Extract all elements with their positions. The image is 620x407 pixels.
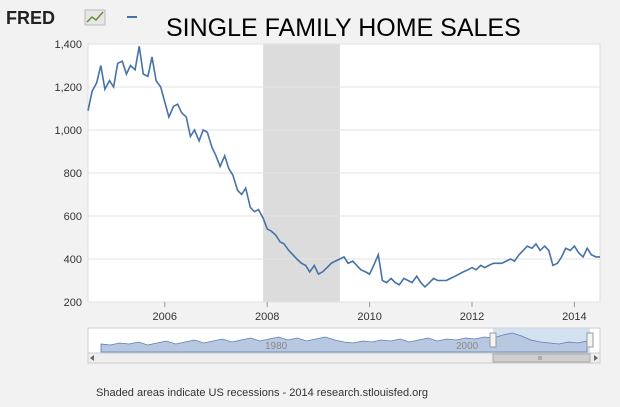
- ytick-label-1200: 1,200: [54, 82, 82, 94]
- ytick-label-1400: 1,400: [54, 39, 82, 51]
- navigator-handle-right[interactable]: [586, 332, 594, 348]
- xtick-label-2012: 2012: [460, 311, 484, 323]
- fred-logo: FRED: [6, 8, 55, 28]
- footer-note: Shaded areas indicate US recessions - 20…: [96, 387, 428, 399]
- scrollbar-track[interactable]: [87, 352, 601, 364]
- navigator-area: [100, 332, 588, 353]
- chart-title: SINGLE FAMILY HOME SALES: [166, 14, 521, 42]
- xtick-label-2010: 2010: [357, 311, 381, 323]
- navigator-handle-left[interactable]: [489, 332, 497, 348]
- xtick-label-2014: 2014: [562, 311, 586, 323]
- navigator-label-1980: 1980: [265, 341, 288, 352]
- ytick-label-200: 200: [64, 297, 82, 309]
- ytick-label-1000: 1,000: [54, 125, 82, 137]
- xtick-label-2006: 2006: [153, 311, 177, 323]
- navigator-label-2000: 2000: [456, 341, 479, 352]
- fred-logo-graph-icon: [84, 9, 106, 26]
- ytick-label-400: 400: [64, 254, 82, 266]
- arrow-right-icon[interactable]: [594, 355, 598, 361]
- series-line-home-sales: [87, 46, 600, 289]
- xtick-label-2008: 2008: [255, 311, 279, 323]
- ytick-label-600: 600: [64, 211, 82, 223]
- arrow-left-icon[interactable]: [90, 355, 94, 361]
- ytick-label-800: 800: [64, 168, 82, 180]
